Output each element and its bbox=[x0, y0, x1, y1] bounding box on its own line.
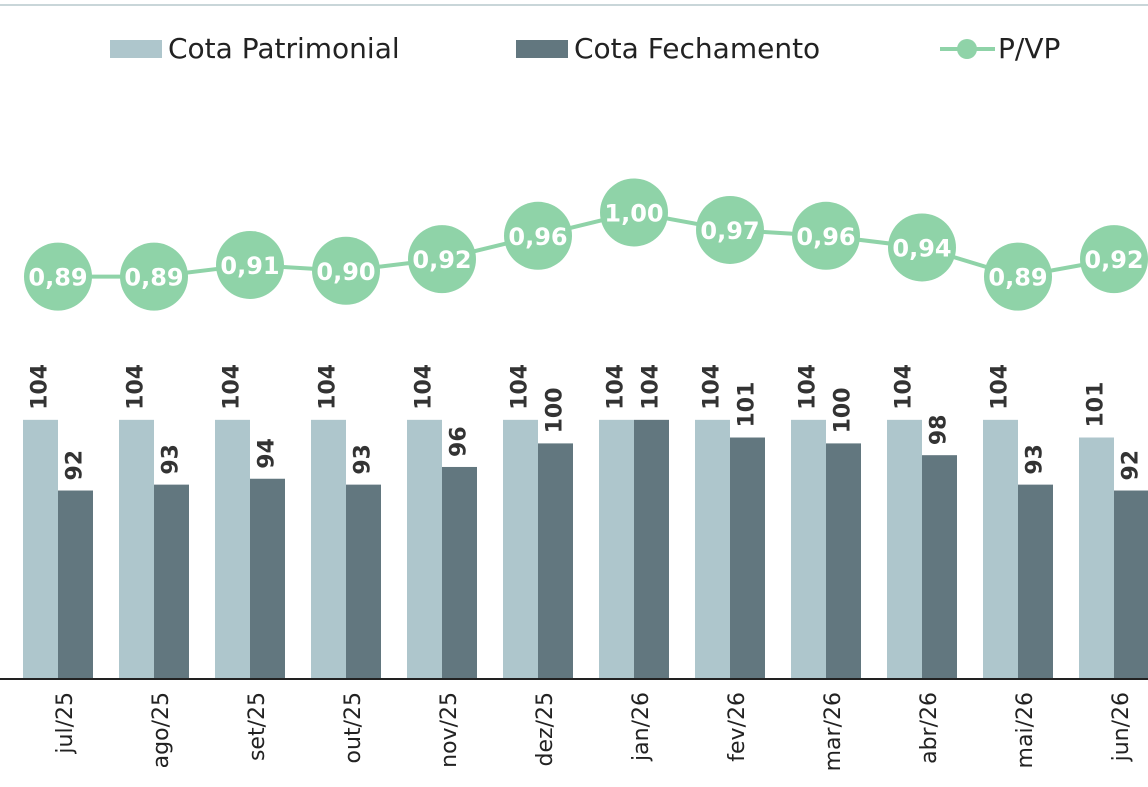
x-tick-label: fev/26 bbox=[725, 692, 750, 762]
bar bbox=[58, 490, 93, 679]
line-value-label: 0,92 bbox=[412, 246, 471, 274]
line-value-label: 0,97 bbox=[700, 217, 759, 245]
line-marker bbox=[120, 242, 188, 311]
bar-value-label: 104 bbox=[316, 364, 341, 410]
bar bbox=[1079, 437, 1114, 679]
legend-item: Cota Fechamento bbox=[516, 32, 820, 65]
line-marker bbox=[888, 213, 956, 282]
x-tick-label: abr/26 bbox=[917, 692, 942, 764]
bar-value-label: 100 bbox=[543, 387, 568, 433]
bar bbox=[922, 455, 957, 679]
bar bbox=[599, 419, 634, 679]
bar bbox=[503, 419, 538, 679]
line-value-label: 0,89 bbox=[124, 264, 183, 292]
bar-value-label: 104 bbox=[700, 364, 725, 410]
x-tick-label: ago/25 bbox=[149, 692, 174, 768]
legend-label: Cota Patrimonial bbox=[168, 32, 400, 65]
bar bbox=[887, 419, 922, 679]
line-value-label: 1,00 bbox=[604, 199, 663, 227]
x-tick-label: jan/26 bbox=[629, 692, 654, 762]
x-tick-label: nov/25 bbox=[437, 692, 462, 768]
line-value-label: 0,94 bbox=[892, 234, 951, 262]
line-value-label: 0,96 bbox=[508, 223, 567, 251]
bar-value-label: 104 bbox=[988, 364, 1013, 410]
line-marker bbox=[408, 225, 476, 294]
bar-value-label: 93 bbox=[159, 444, 184, 475]
legend-swatch bbox=[110, 40, 162, 58]
bar bbox=[634, 419, 669, 679]
bar-value-label: 104 bbox=[220, 364, 245, 410]
x-tick-label: dez/25 bbox=[533, 692, 558, 766]
bar bbox=[311, 419, 346, 679]
bar bbox=[154, 484, 189, 679]
x-tick-label: jun/26 bbox=[1109, 692, 1134, 762]
line-marker bbox=[216, 230, 284, 299]
bar bbox=[23, 419, 58, 679]
x-tick-label: mai/26 bbox=[1013, 692, 1038, 768]
line-marker bbox=[696, 195, 764, 264]
x-tick-label: jul/25 bbox=[53, 692, 78, 755]
line-value-label: 0,89 bbox=[28, 264, 87, 292]
line-value-label: 0,92 bbox=[1084, 246, 1143, 274]
bar-value-label: 104 bbox=[508, 364, 533, 410]
bar bbox=[119, 419, 154, 679]
bar bbox=[346, 484, 381, 679]
legend-item: Cota Patrimonial bbox=[110, 32, 400, 65]
bar bbox=[730, 437, 765, 679]
bar bbox=[695, 419, 730, 679]
bar-value-label: 104 bbox=[604, 364, 629, 410]
line-marker bbox=[504, 201, 572, 270]
bar-value-label: 101 bbox=[735, 382, 760, 428]
bar bbox=[442, 466, 477, 679]
legend-item: P/VP bbox=[940, 32, 1060, 65]
bar-value-label: 92 bbox=[63, 450, 88, 481]
bar bbox=[1018, 484, 1053, 679]
bar-value-label: 104 bbox=[124, 364, 149, 410]
line-marker bbox=[24, 242, 92, 311]
bar-value-label: 93 bbox=[1023, 444, 1048, 475]
bar-value-label: 96 bbox=[447, 426, 472, 457]
bar bbox=[407, 419, 442, 679]
x-tick-label: set/25 bbox=[245, 692, 270, 761]
x-tick-label: out/25 bbox=[341, 692, 366, 763]
legend-label: Cota Fechamento bbox=[574, 32, 820, 65]
bar bbox=[538, 443, 573, 679]
bar bbox=[791, 419, 826, 679]
line-marker bbox=[1080, 225, 1148, 294]
line-marker bbox=[984, 242, 1052, 311]
bar-value-label: 104 bbox=[892, 364, 917, 410]
legend-swatch bbox=[516, 40, 568, 58]
bar bbox=[983, 419, 1018, 679]
bar-value-label: 98 bbox=[927, 415, 952, 446]
line-value-label: 0,89 bbox=[988, 264, 1047, 292]
bar-value-label: 104 bbox=[412, 364, 437, 410]
bar-value-label: 92 bbox=[1119, 450, 1144, 481]
x-tick-label: mar/26 bbox=[821, 692, 846, 771]
line-value-label: 0,91 bbox=[220, 252, 279, 280]
legend-label: P/VP bbox=[998, 32, 1060, 65]
bar bbox=[1114, 490, 1148, 679]
bar-value-label: 93 bbox=[351, 444, 376, 475]
bar-value-label: 94 bbox=[255, 438, 280, 469]
bar-value-label: 104 bbox=[639, 364, 664, 410]
legend-marker bbox=[957, 39, 977, 59]
bar-value-label: 104 bbox=[796, 364, 821, 410]
bar bbox=[826, 443, 861, 679]
line-marker bbox=[312, 236, 380, 305]
line-marker bbox=[792, 201, 860, 270]
bar-value-label: 100 bbox=[831, 387, 856, 433]
bar-value-label: 101 bbox=[1084, 382, 1109, 428]
bar bbox=[215, 419, 250, 679]
bar bbox=[250, 478, 285, 679]
line-value-label: 0,90 bbox=[316, 258, 375, 286]
line-value-label: 0,96 bbox=[796, 223, 855, 251]
bar-value-label: 104 bbox=[28, 364, 53, 410]
line-marker bbox=[600, 178, 668, 247]
